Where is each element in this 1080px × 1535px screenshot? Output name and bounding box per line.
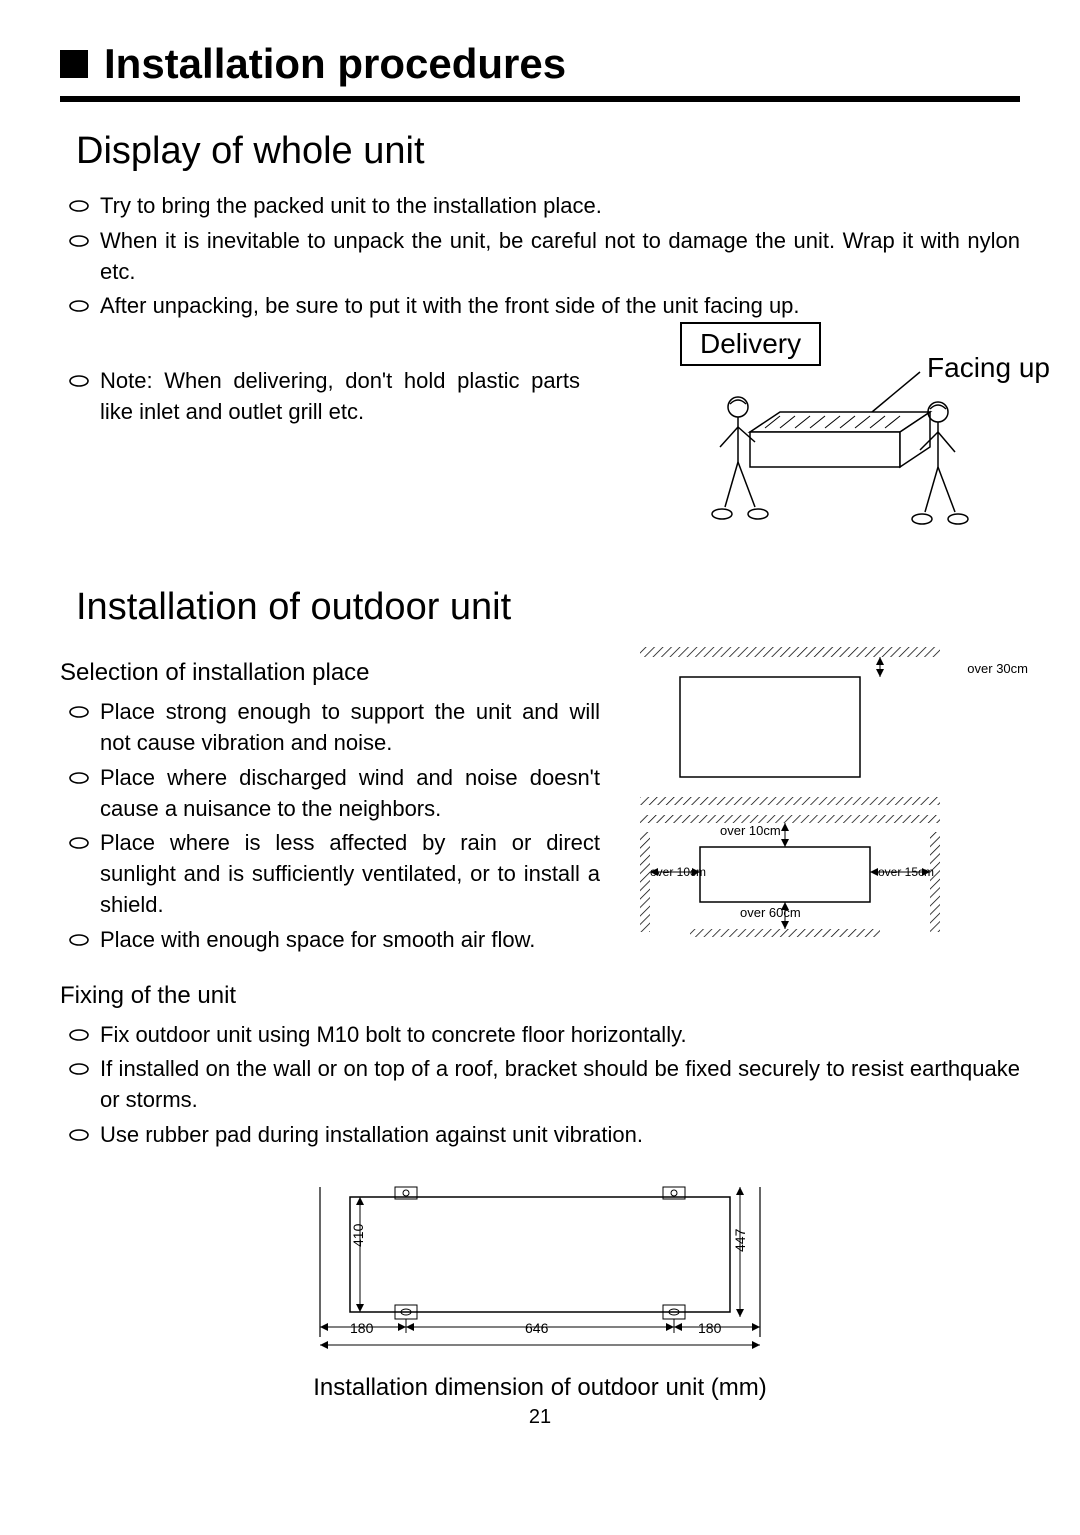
dims-figure-wrap: 410 447 180 646 180 Installation dimensi…	[60, 1177, 1020, 1429]
clearance-bottom-label: over 60cm	[740, 905, 801, 920]
dim-left: 180	[350, 1320, 373, 1336]
bullet-item: Place where is less affected by rain or …	[68, 828, 600, 920]
selection-row: Selection of installation place Place st…	[60, 647, 1020, 959]
oval-bullet-icon	[68, 1063, 92, 1075]
bullet-item: When it is inevitable to unpack the unit…	[68, 226, 1020, 288]
dim-mid: 646	[525, 1320, 548, 1336]
section-title-display: Display of whole unit	[76, 130, 1020, 173]
header-square-icon	[60, 50, 88, 78]
clearance-figure-icon	[620, 647, 960, 947]
oval-bullet-icon	[68, 772, 92, 784]
facing-up-label: Facing up	[927, 352, 1050, 384]
section-title-outdoor: Installation of outdoor unit	[76, 586, 1020, 629]
dim-447: 447	[732, 1228, 748, 1251]
bullet-item: If installed on the wall or on top of a …	[68, 1054, 1020, 1116]
header-row: Installation procedures	[60, 40, 1020, 88]
bullet-item: Place with enough space for smooth air f…	[68, 925, 600, 956]
dim-right: 180	[698, 1320, 721, 1336]
bullet-text: Place with enough space for smooth air f…	[100, 925, 600, 956]
oval-bullet-icon	[68, 200, 92, 212]
bullet-text: Place strong enough to support the unit …	[100, 697, 600, 759]
bullet-text: Place where is less affected by rain or …	[100, 828, 600, 920]
page-title: Installation procedures	[104, 40, 566, 88]
bullet-text: Place where discharged wind and noise do…	[100, 763, 600, 825]
oval-bullet-icon	[68, 1029, 92, 1041]
bullet-text: After unpacking, be sure to put it with …	[100, 291, 1020, 322]
bullet-text: Use rubber pad during installation again…	[100, 1120, 1020, 1151]
bullet-item: After unpacking, be sure to put it with …	[68, 291, 1020, 322]
bullet-item: Fix outdoor unit using M10 bolt to concr…	[68, 1020, 1020, 1051]
clearance-front-top-label: over 10cm	[720, 823, 781, 838]
selection-bullets: Place strong enough to support the unit …	[68, 697, 600, 955]
clearance-right-label: over 15cm	[878, 865, 934, 879]
dim-410: 410	[350, 1223, 366, 1246]
oval-bullet-icon	[68, 934, 92, 946]
fixing-bullets: Fix outdoor unit using M10 bolt to concr…	[68, 1020, 1020, 1151]
bullet-item: Note: When delivering, don't hold plasti…	[68, 366, 580, 428]
delivery-figure: Delivery Facing up	[620, 362, 1020, 582]
delivery-box-label: Delivery	[680, 322, 821, 366]
bullet-item: Place where discharged wind and noise do…	[68, 763, 600, 825]
dims-caption: Installation dimension of outdoor unit (…	[60, 1374, 1020, 1402]
oval-bullet-icon	[68, 706, 92, 718]
clearance-left-label: over 10cm	[650, 865, 706, 879]
subhead-selection: Selection of installation place	[60, 659, 600, 687]
oval-bullet-icon	[68, 300, 92, 312]
bullet-item: Place strong enough to support the unit …	[68, 697, 600, 759]
bullet-text: If installed on the wall or on top of a …	[100, 1054, 1020, 1116]
bullet-text: Try to bring the packed unit to the inst…	[100, 191, 1020, 222]
display-bullets: Try to bring the packed unit to the inst…	[68, 191, 1020, 322]
oval-bullet-icon	[68, 235, 92, 247]
bullet-item: Use rubber pad during installation again…	[68, 1120, 1020, 1151]
subhead-fixing: Fixing of the unit	[60, 982, 1020, 1010]
clearance-top-label: over 30cm	[967, 661, 1028, 676]
bullet-text: When it is inevitable to unpack the unit…	[100, 226, 1020, 288]
page-number: 21	[60, 1406, 1020, 1429]
delivery-illustration-icon	[620, 362, 1020, 562]
note-text: Note: When delivering, don't hold plasti…	[100, 366, 580, 428]
oval-bullet-icon	[68, 1129, 92, 1141]
bullet-item: Try to bring the packed unit to the inst…	[68, 191, 1020, 222]
oval-bullet-icon	[68, 375, 92, 387]
header-rule	[60, 96, 1020, 102]
bullet-text: Fix outdoor unit using M10 bolt to concr…	[100, 1020, 1020, 1051]
oval-bullet-icon	[68, 837, 92, 849]
note-and-figure-row: Note: When delivering, don't hold plasti…	[60, 362, 1020, 582]
